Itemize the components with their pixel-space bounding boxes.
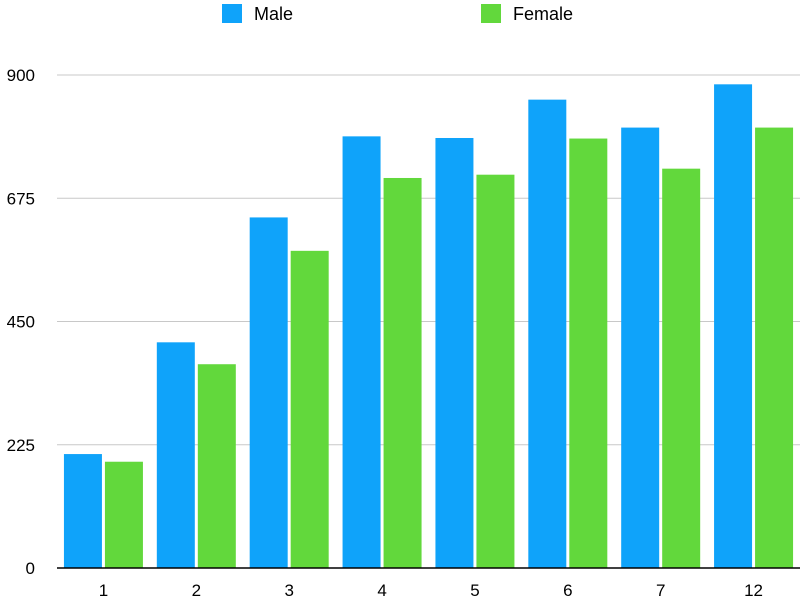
- x-tick-label-2: 2: [192, 581, 201, 600]
- x-tick-label-7: 7: [656, 581, 665, 600]
- x-tick-label-4: 4: [377, 581, 386, 600]
- bar-male-3: [249, 217, 288, 568]
- legend-swatch-female: [481, 4, 501, 23]
- bar-female-4: [383, 177, 422, 568]
- bar-female-7: [662, 168, 701, 569]
- y-tick-label-0: 0: [26, 559, 35, 578]
- y-tick-label-675: 675: [7, 189, 35, 208]
- x-tick-label-1: 1: [99, 581, 108, 600]
- bar-male-1: [63, 454, 102, 568]
- legend: Male Female: [222, 4, 573, 24]
- bar-male-12: [714, 84, 753, 568]
- x-tick-label-3: 3: [284, 581, 293, 600]
- y-tick-label-450: 450: [7, 313, 35, 332]
- legend-label-male: Male: [254, 4, 293, 24]
- bar-male-2: [156, 342, 195, 568]
- y-tick-label-900: 900: [7, 66, 35, 85]
- bar-female-12: [755, 127, 794, 568]
- bar-male-5: [435, 137, 474, 568]
- bar-male-6: [528, 99, 567, 569]
- y-tick-label-225: 225: [7, 436, 35, 455]
- bar-female-3: [290, 250, 329, 568]
- bar-female-2: [197, 364, 236, 568]
- x-tick-label-6: 6: [563, 581, 572, 600]
- x-tick-label-12: 12: [744, 581, 763, 600]
- bar-female-6: [569, 138, 608, 568]
- legend-label-female: Female: [513, 4, 573, 24]
- legend-swatch-male: [222, 4, 242, 23]
- bar-female-1: [104, 461, 143, 568]
- bar-male-4: [342, 136, 381, 568]
- bar-female-5: [476, 174, 515, 568]
- bars: [63, 84, 794, 569]
- bar-male-7: [621, 127, 660, 568]
- x-tick-label-5: 5: [470, 581, 479, 600]
